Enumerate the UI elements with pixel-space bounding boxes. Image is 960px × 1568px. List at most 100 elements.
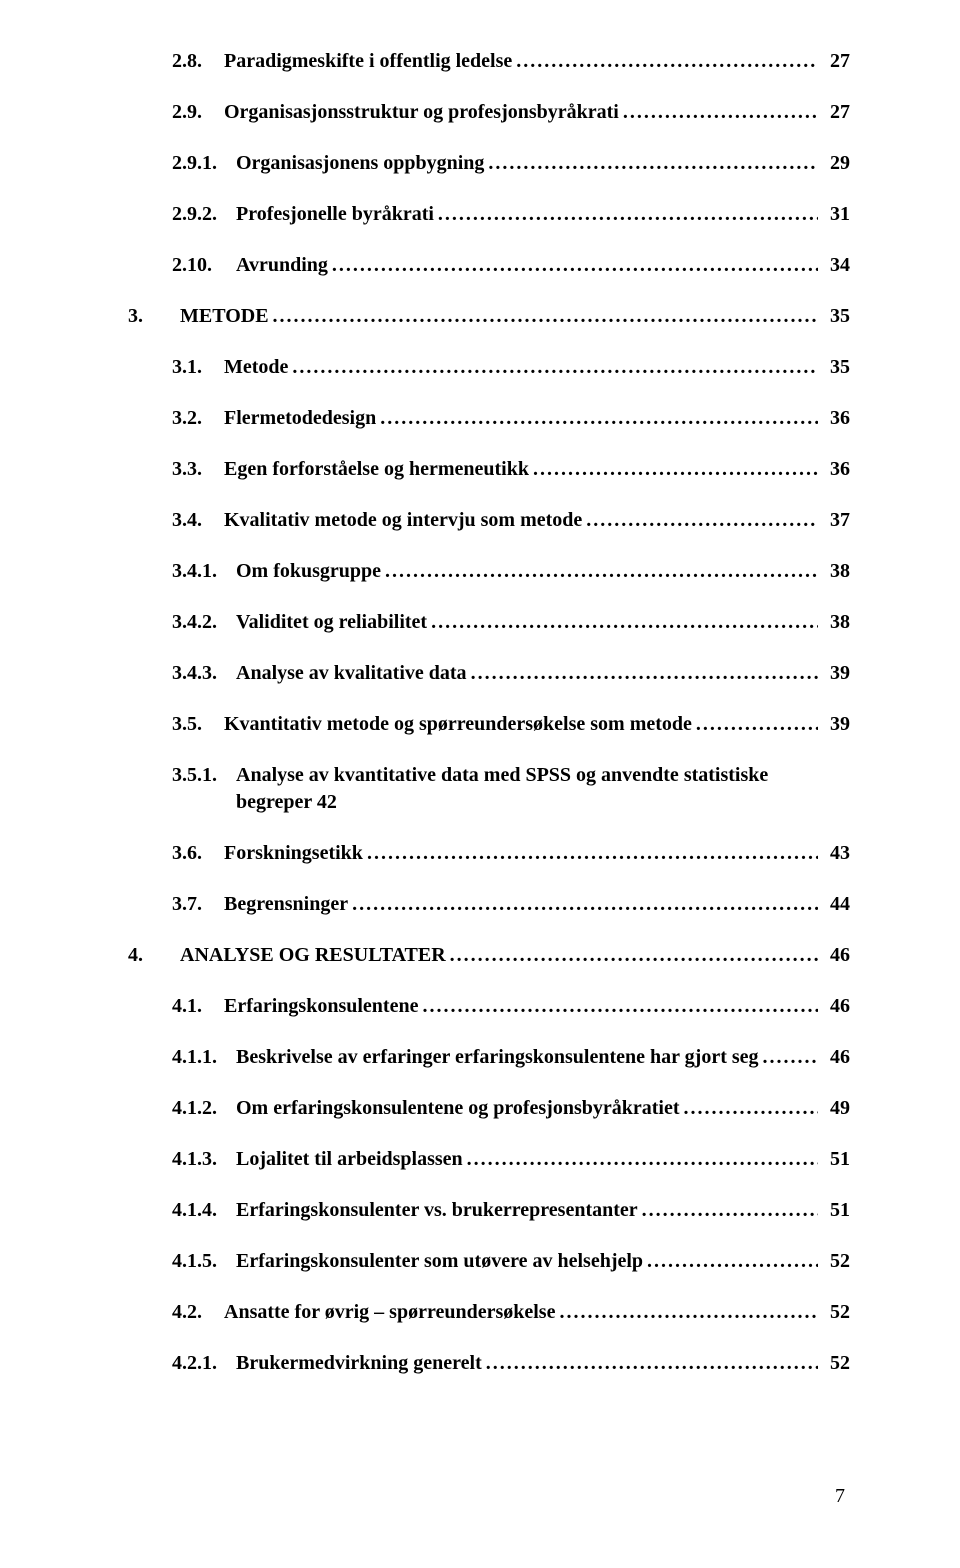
toc-entry-page: 29 [818,150,850,177]
toc-entry-number: 3.4.3. [172,660,236,687]
toc-entry: 3.1.Metode 35 [128,354,850,381]
toc-entry: 4.1.Erfaringskonsulentene46 [128,993,850,1020]
toc-entry-title: Om erfaringskonsulentene og profesjonsby… [236,1095,684,1122]
toc-entry-number: 4.1.5. [172,1248,236,1275]
toc-entry: 4.1.3.Lojalitet til arbeidsplassen51 [128,1146,850,1173]
toc-entry-number: 3.4.1. [172,558,236,585]
toc-leader [533,456,818,483]
toc-entry-number: 3.1. [172,354,224,381]
toc-entry-title: Egen forforståelse og hermeneutikk [224,456,533,483]
toc-entry: 4.1.5.Erfaringskonsulenter som utøvere a… [128,1248,850,1275]
toc-entry-page: 46 [818,942,850,969]
toc-leader [292,354,818,381]
toc-entry-number: 2.10. [172,252,236,279]
toc-entry-title: Paradigmeskifte i offentlig ledelse [224,48,516,75]
toc-leader [623,99,818,126]
toc-entry: 3.2.Flermetodedesign 36 [128,405,850,432]
toc-entry-page: 39 [818,660,850,687]
toc-entry-number: 3.5. [172,711,224,738]
toc-entry: 4.1.2.Om erfaringskonsulentene og profes… [128,1095,850,1122]
toc-entry: 3.4.Kvalitativ metode og intervju som me… [128,507,850,534]
toc-entry: 2.9.Organisasjonsstruktur og profesjonsb… [128,99,850,126]
toc-entry: 3.5.1.Analyse av kvantitative data med S… [128,762,850,816]
toc-entry-number: 4.2. [172,1299,224,1326]
toc-leader [438,201,818,228]
toc-entry-page: 31 [818,201,850,228]
toc-leader [471,660,818,687]
toc-leader [332,252,818,279]
toc-entry-page: 35 [818,354,850,381]
toc-entry: 2.9.1.Organisasjonens oppbygning29 [128,150,850,177]
toc-entry: 3.METODE 35 [128,303,850,330]
toc-leader [647,1248,818,1275]
toc-leader [763,1044,818,1071]
toc-leader [642,1197,818,1224]
toc-leader [516,48,818,75]
toc-entry-page: 46 [818,1044,850,1071]
toc-entry-page: 52 [818,1299,850,1326]
toc-leader [586,507,818,534]
toc-leader [488,150,818,177]
toc-entry-page: 51 [818,1197,850,1224]
toc-entry: 4.2.Ansatte for øvrig – spørreundersøkel… [128,1299,850,1326]
toc-entry-number: 4.1.3. [172,1146,236,1173]
toc-entry-number: 2.9.1. [172,150,236,177]
toc-leader [352,891,818,918]
toc-leader [450,942,818,969]
toc-entry: 4.ANALYSE OG RESULTATER 46 [128,942,850,969]
toc-list: 2.8.Paradigmeskifte i offentlig ledelse2… [128,48,850,1377]
toc-entry-page: 27 [818,48,850,75]
toc-entry-page: 35 [818,303,850,330]
toc-entry-page: 39 [818,711,850,738]
toc-leader [684,1095,819,1122]
toc-leader [486,1350,818,1377]
toc-entry: 3.5.Kvantitativ metode og spørreundersøk… [128,711,850,738]
toc-entry-number: 3.5.1. [172,762,236,789]
toc-entry-number: 4.1.1. [172,1044,236,1071]
toc-entry-title: Flermetodedesign [224,405,380,432]
toc-entry-page: 38 [818,609,850,636]
toc-entry-number: 2.9. [172,99,224,126]
toc-entry-page: 27 [818,99,850,126]
toc-leader [431,609,818,636]
toc-entry-number: 2.9.2. [172,201,236,228]
toc-entry-page: 34 [818,252,850,279]
toc-entry-page: 52 [818,1248,850,1275]
toc-entry-number: 3.7. [172,891,224,918]
toc-entry-number: 3.4. [172,507,224,534]
toc-leader [696,711,818,738]
toc-entry: 4.1.1.Beskrivelse av erfaringer erfaring… [128,1044,850,1071]
toc-entry-number: 4. [128,942,180,969]
toc-entry-title: Forskningsetikk [224,840,367,867]
toc-entry: 3.4.2.Validitet og reliabilitet 38 [128,609,850,636]
toc-entry-title: Validitet og reliabilitet [236,609,431,636]
toc-entry: 2.8.Paradigmeskifte i offentlig ledelse 2… [128,48,850,75]
toc-entry-number: 3.4.2. [172,609,236,636]
toc-entry: 3.3.Egen forforståelse og hermeneutikk 36 [128,456,850,483]
toc-entry-number: 2.8. [172,48,224,75]
toc-entry-title: Erfaringskonsulentene [224,993,422,1020]
toc-entry-title: ANALYSE OG RESULTATER [180,942,450,969]
toc-entry-title: Ansatte for øvrig – spørreundersøkelse [224,1299,559,1326]
toc-entry-number: 3.2. [172,405,224,432]
toc-entry-page: 46 [818,993,850,1020]
toc-entry-page: 36 [818,456,850,483]
toc-entry-title: Kvantitativ metode og spørreundersøkelse… [224,711,696,738]
toc-entry-number: 3. [128,303,180,330]
toc-entry-title: Metode [224,354,292,381]
toc-entry-number: 3.3. [172,456,224,483]
toc-entry-page: 38 [818,558,850,585]
toc-leader [273,303,818,330]
toc-entry-page: 43 [818,840,850,867]
toc-page: 2.8.Paradigmeskifte i offentlig ledelse2… [0,0,960,1568]
toc-entry-page: 36 [818,405,850,432]
toc-entry-number: 3.6. [172,840,224,867]
toc-entry: 4.2.1.Brukermedvirkning generelt52 [128,1350,850,1377]
toc-entry-title: Kvalitativ metode og intervju som metode [224,507,586,534]
toc-entry-number: 4.2.1. [172,1350,236,1377]
toc-leader [467,1146,818,1173]
toc-entry-title: Analyse av kvalitative data [236,660,471,687]
toc-entry-title: METODE [180,303,273,330]
toc-entry-title: Om fokusgruppe [236,558,385,585]
toc-leader [380,405,818,432]
